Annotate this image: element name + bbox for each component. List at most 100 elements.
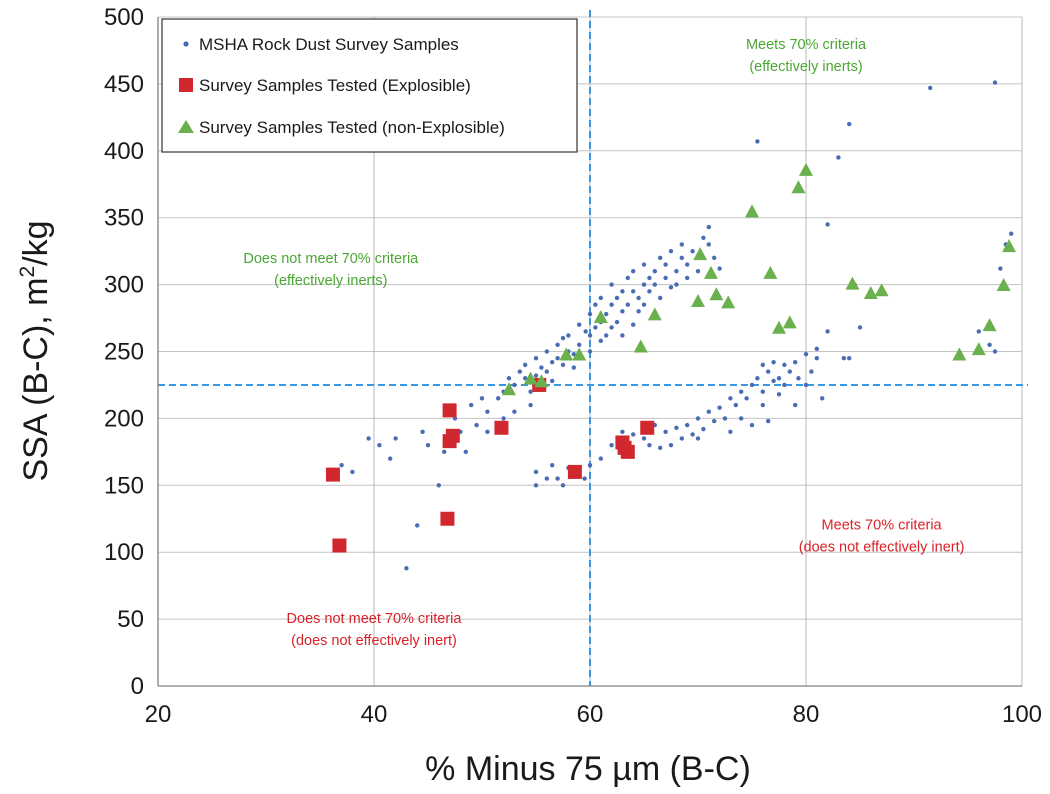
survey-sample-point [760,362,765,368]
survey-sample-point [766,369,771,374]
survey-sample-point [496,396,501,401]
annotation-line: (does not effectively inert) [291,633,457,649]
survey-sample-point [533,483,539,488]
non-explosible-sample-point [691,293,705,307]
survey-sample-point [755,139,760,144]
survey-sample-point [814,355,819,361]
survey-sample-point [776,392,782,397]
survey-sample-point [593,325,598,330]
y-tick-label: 400 [104,138,144,165]
survey-sample-point [571,351,576,357]
x-axis-title: % Minus 75 µm (B-C) [425,750,751,788]
survey-sample-point [533,355,539,361]
survey-sample-point [420,429,425,434]
survey-sample-point [415,523,420,528]
survey-sample-point [755,376,760,381]
survey-sample-point [728,429,733,434]
legend-label-explosible: Survey Samples Tested (Explosible) [199,76,471,95]
survey-sample-point [701,426,706,432]
survey-sample-point [782,382,787,388]
survey-sample-point [685,275,690,281]
survey-sample-point [582,476,587,481]
region-annotation: Meets 70% criteria (effectively inerts) [746,37,867,75]
threshold-lines [158,10,1028,686]
survey-sample-point [544,476,549,481]
survey-sample-point [706,409,711,414]
survey-sample-point [512,409,517,414]
survey-sample-point [366,436,371,441]
survey-sample-point [744,396,749,401]
survey-sample-point [647,275,652,281]
survey-sample-point [393,436,398,441]
survey-sample-point [587,463,593,468]
survey-sample-point [609,302,614,307]
survey-sample-point [636,309,641,314]
non-explosible-sample-point [996,277,1011,291]
survey-sample-point [587,349,593,354]
survey-sample-point [814,346,819,352]
non-explosible-sample-point [745,204,759,218]
survey-sample-point [739,416,744,421]
explosible-sample-point [620,444,635,459]
non-explosible-sample-point [633,339,648,353]
survey-sample-point [555,355,560,361]
survey-sample-point [550,360,555,365]
y-tick-label: 500 [104,4,144,31]
survey-sample-point [609,282,614,287]
y-axis-title-unit: /kg [17,220,55,265]
survey-sample-point [647,442,652,448]
survey-sample-point [587,333,593,338]
non-explosible-sample-point [863,285,878,299]
non-explosible-sample-point [874,283,889,297]
annotation-line: (does not effectively inert) [799,539,965,555]
survey-sample-point [528,389,533,394]
survey-sample-point [712,418,717,424]
non-explosible-sample-point [799,162,813,176]
legend-marker-non-explosible [178,120,194,133]
survey-sample-point [533,373,539,378]
survey-sample-point [604,333,609,338]
y-axis-title-sup: 2 [16,266,39,278]
survey-sample-point [722,416,728,421]
explosible-sample-point [640,420,655,435]
region-annotations: Meets 70% criteria (effectively inerts) Do… [243,37,964,649]
survey-sample-point [787,369,792,374]
legend: MSHA Rock Dust Survey Samples Survey Sam… [161,18,578,153]
survey-sample-point [577,342,582,348]
survey-sample-point [690,432,695,437]
region-annotation: Does not meet 70% criteria (effectively i… [243,251,419,289]
survey-sample-point [998,266,1003,271]
survey-sample-point [825,329,830,334]
non-explosible-sample-point [534,374,549,388]
survey-sample-point [485,429,490,434]
survey-sample-point [652,269,657,274]
annotation-line: (effectively inerts) [274,273,387,289]
survey-sample-point [712,255,717,261]
survey-sample-point [647,289,652,294]
x-tick-label: 40 [361,701,388,728]
annotation-line: Does not meet 70% criteria [243,251,419,267]
non-explosible-sample-point [693,247,708,261]
survey-sample-point [583,329,588,334]
survey-sample-point [695,269,701,274]
survey-sample-point [636,295,641,301]
explosible-sample-point [494,420,509,435]
y-tick-label: 150 [104,472,144,499]
survey-sample-point [523,376,528,381]
survey-sample-point [587,311,593,317]
survey-sample-point [566,333,571,338]
survey-sample-point [782,362,787,368]
survey-sample-point [533,469,539,475]
non-explosible-sample-point [502,382,516,396]
data-points [325,80,1017,571]
survey-sample-point [776,376,782,381]
survey-sample-point [544,349,549,354]
non-explosible-sample-point [772,320,786,334]
survey-sample-point [641,282,647,287]
survey-sample-point [631,432,636,437]
survey-sample-point [668,442,674,448]
survey-sample-point [625,302,630,307]
survey-sample-point [847,121,852,127]
survey-sample-point [620,333,625,338]
